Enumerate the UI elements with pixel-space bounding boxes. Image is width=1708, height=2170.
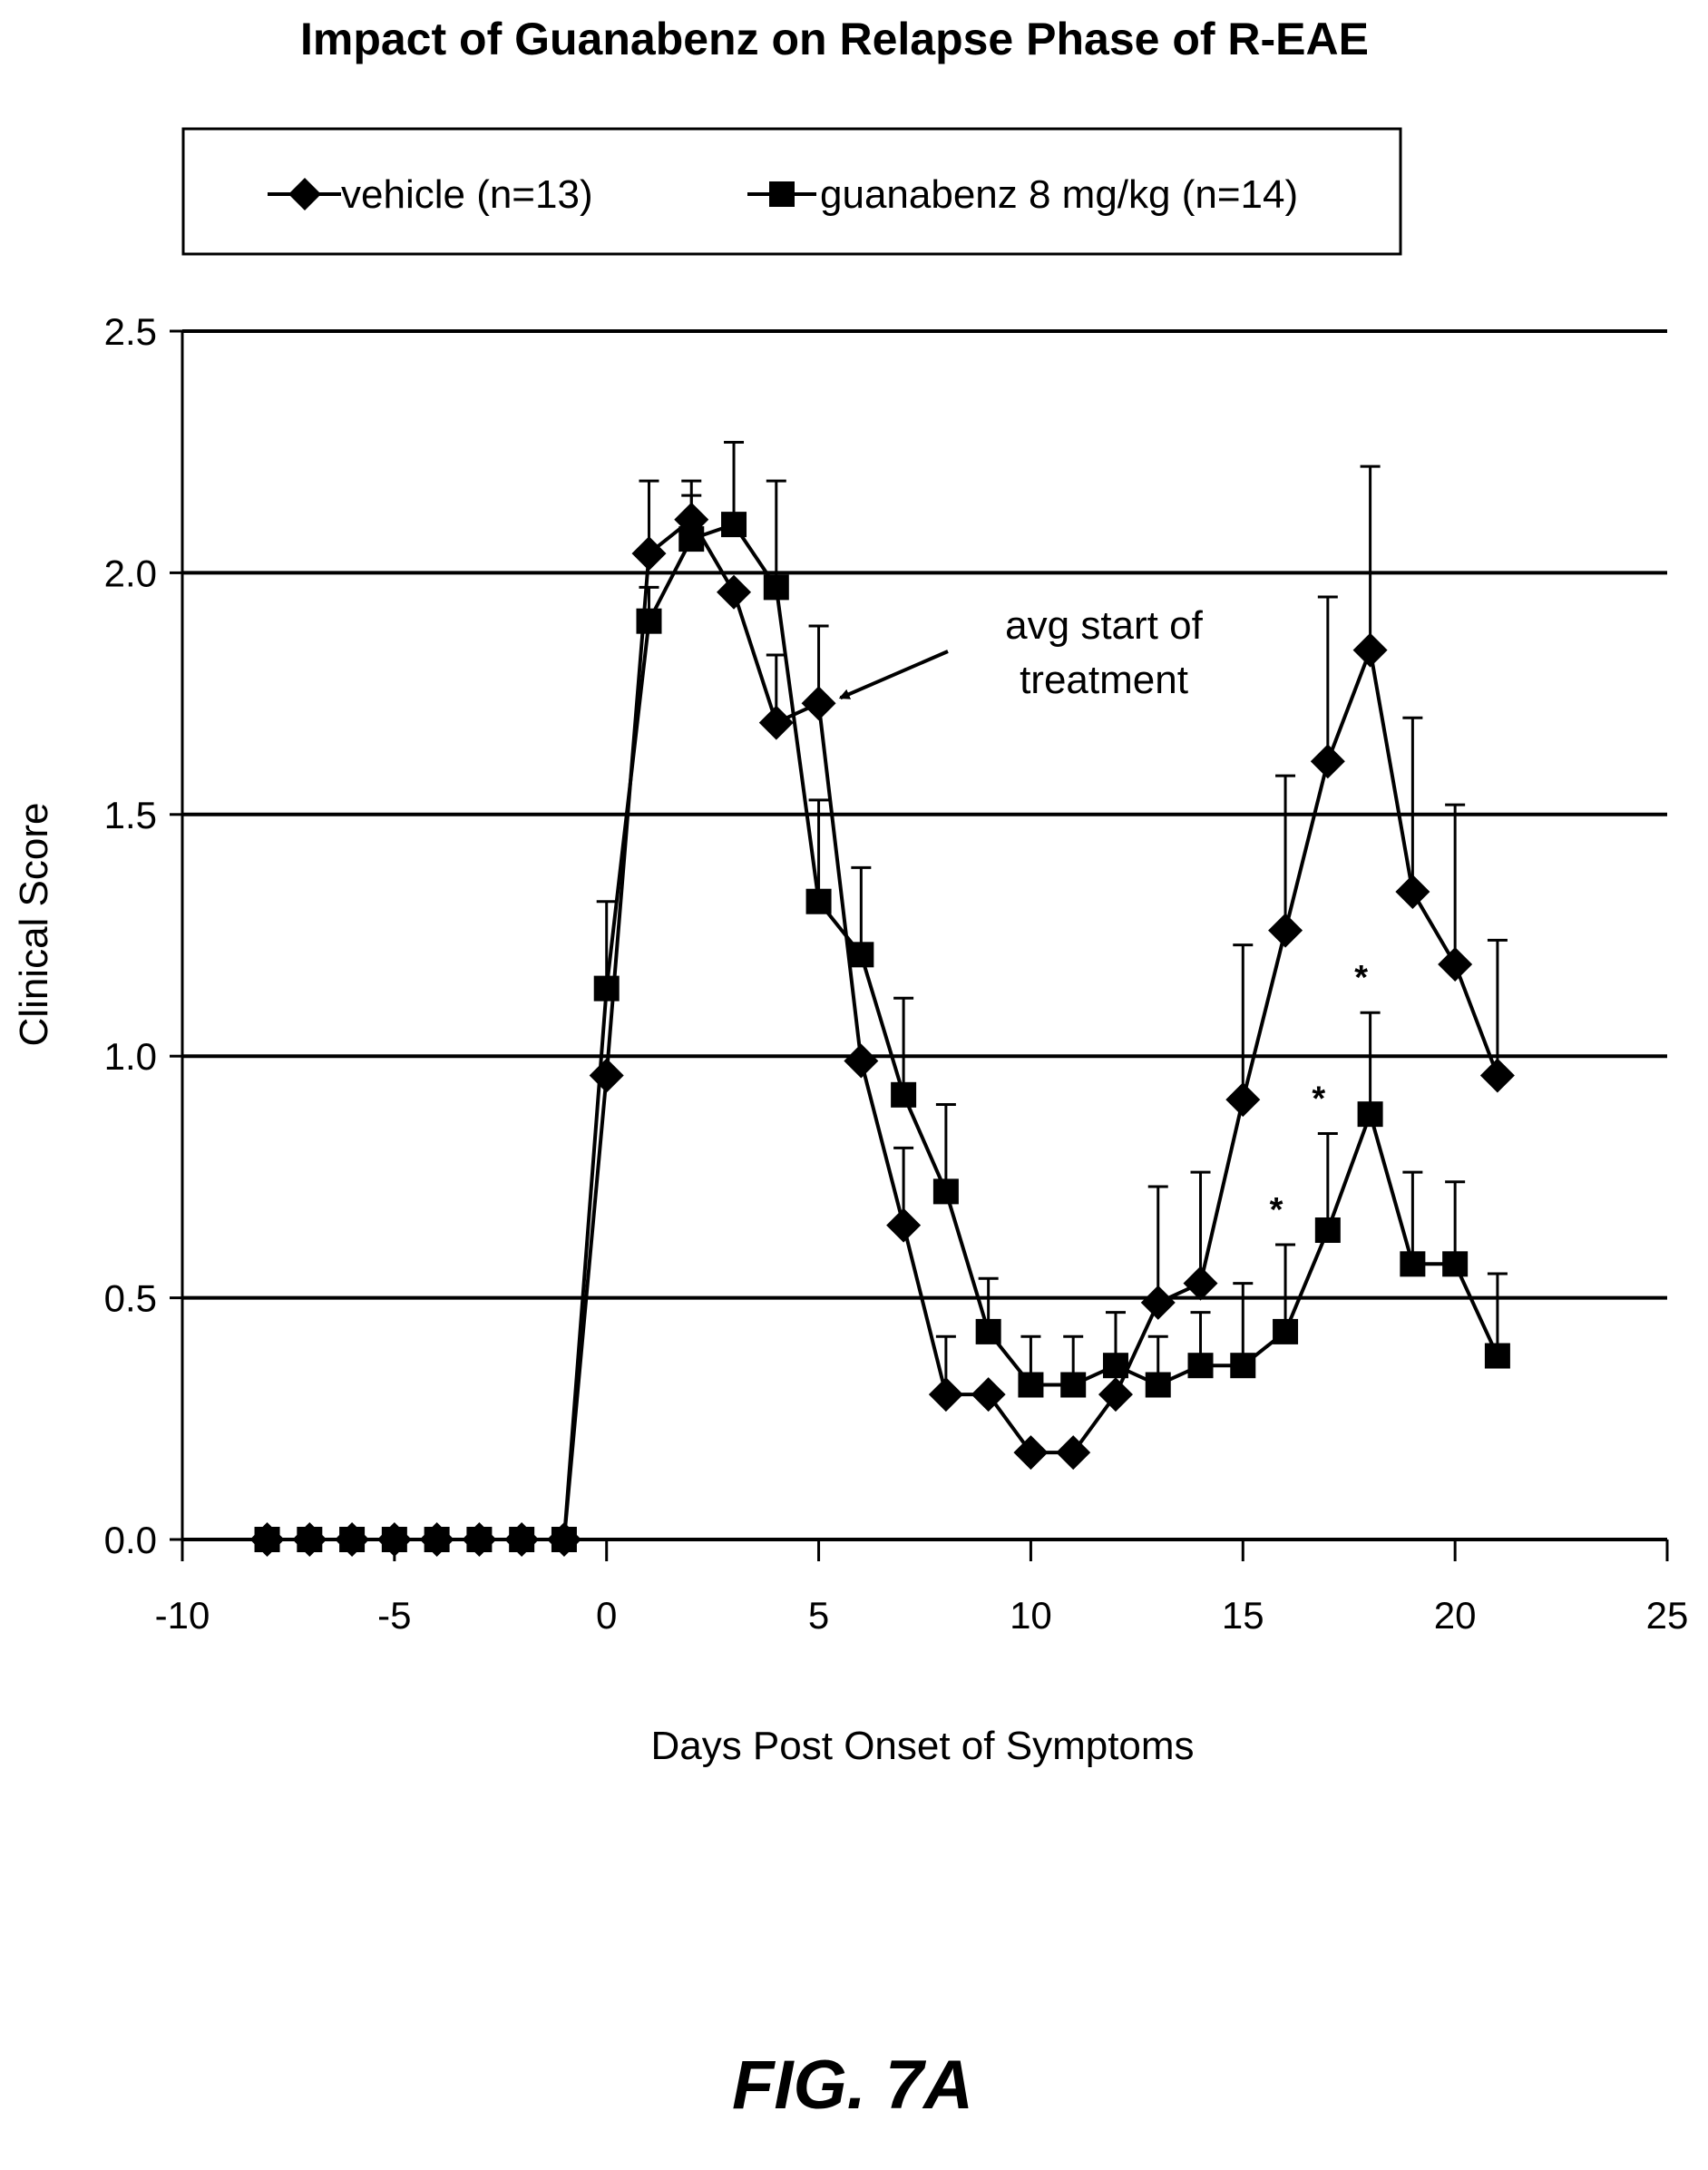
data-point-square: [721, 512, 747, 538]
data-point-diamond: [589, 1058, 624, 1093]
series-line: [267, 523, 1499, 1541]
y-tick-label: 1.0: [104, 1035, 157, 1078]
annotation-text-line: avg start of: [1005, 603, 1203, 648]
annotation-arrow: [838, 650, 949, 700]
data-point-diamond: [801, 686, 836, 721]
data-point-diamond: [928, 1377, 963, 1412]
data-point-diamond: [1268, 913, 1303, 948]
x-tick-label: -5: [377, 1594, 411, 1637]
x-tick-label: 0: [596, 1594, 617, 1637]
x-tick-label: 5: [808, 1594, 829, 1637]
y-axis-label: Clinical Score: [12, 803, 56, 1047]
legend-item-guanabenz: guanabenz 8 mg/kg (n=14): [747, 172, 1298, 217]
series-guanabenz: [254, 441, 1510, 1552]
data-point-diamond: [758, 705, 794, 740]
data-point-square: [1060, 1372, 1087, 1398]
data-point-square: [254, 1527, 280, 1552]
figure-caption: FIG. 7A: [732, 2047, 973, 2124]
data-point-square: [1187, 1353, 1214, 1379]
data-point-square: [891, 1081, 917, 1108]
y-tick-label: 2.5: [104, 310, 157, 353]
data-point-square: [381, 1527, 407, 1552]
data-point-square: [551, 1527, 577, 1552]
data-point-diamond: [1098, 1377, 1133, 1412]
data-point-square: [424, 1527, 450, 1552]
data-point-square: [678, 526, 705, 552]
data-point-square: [1230, 1353, 1256, 1379]
data-point-diamond: [844, 1043, 879, 1079]
data-point-diamond: [631, 536, 667, 572]
data-point-diamond: [1013, 1435, 1049, 1471]
x-tick-label: -10: [155, 1594, 210, 1637]
data-point-diamond: [1225, 1082, 1261, 1118]
data-point-diamond: [1395, 875, 1430, 910]
data-point-square: [339, 1527, 366, 1552]
y-tick-label: 1.5: [104, 794, 157, 836]
x-tick-label: 20: [1434, 1594, 1477, 1637]
gridlines: [182, 329, 1667, 1300]
annotation-text-line: treatment: [1020, 658, 1188, 702]
data-point-diamond: [1479, 1058, 1515, 1093]
legend: vehicle (n=13) guanabenz 8 mg/kg (n=14): [181, 127, 1402, 256]
significance-asterisk: *: [1312, 1080, 1325, 1118]
data-point-square: [1102, 1353, 1128, 1379]
data-point-square: [1442, 1251, 1469, 1277]
data-point-square: [932, 1178, 959, 1205]
data-point-square: [805, 888, 832, 914]
data-point-diamond: [1056, 1435, 1091, 1471]
annotations: avg start of treatment * * *: [838, 603, 1368, 1229]
data-point-square: [297, 1527, 323, 1552]
data-point-diamond: [886, 1207, 922, 1243]
diamond-marker-icon: [288, 178, 321, 210]
data-series: [249, 441, 1515, 1557]
legend-item-vehicle: vehicle (n=13): [268, 172, 593, 217]
y-tick-label: 2.0: [104, 552, 157, 594]
data-point-square: [763, 574, 789, 601]
data-point-square: [593, 975, 620, 1002]
data-point-diamond: [1310, 744, 1345, 779]
legend-label-vehicle: vehicle (n=13): [341, 172, 593, 217]
significance-asterisk: *: [1354, 959, 1368, 997]
data-point-square: [1145, 1372, 1171, 1398]
data-point-square: [848, 942, 874, 968]
x-tick-label: 10: [1010, 1594, 1052, 1637]
x-axis-label: Days Post Onset of Symptoms: [650, 1724, 1194, 1768]
data-point-diamond: [1438, 946, 1473, 982]
legend-label-guanabenz: guanabenz 8 mg/kg (n=14): [820, 172, 1298, 217]
series-vehicle: [249, 464, 1515, 1557]
data-point-diamond: [717, 574, 752, 610]
data-point-square: [509, 1527, 535, 1552]
data-point-diamond: [1183, 1266, 1218, 1301]
legend-box: [181, 127, 1402, 256]
data-point-diamond: [971, 1377, 1006, 1412]
square-marker-icon: [769, 181, 795, 207]
data-point-square: [1484, 1343, 1510, 1369]
data-point-square: [975, 1318, 1001, 1344]
tick-labels: 0.0 0.5 1.0 1.5 2.0 2.5 -10 -5 0 5 10 15 20 25: [104, 310, 1689, 1637]
data-point-square: [1314, 1217, 1341, 1244]
y-tick-label: 0.0: [104, 1519, 157, 1561]
data-point-square: [1018, 1372, 1044, 1398]
x-tick-label: 15: [1222, 1594, 1264, 1637]
x-tick-label: 25: [1646, 1594, 1689, 1637]
data-point-square: [636, 608, 662, 634]
significance-asterisk: *: [1270, 1191, 1283, 1229]
data-point-square: [1357, 1101, 1383, 1128]
data-point-square: [1400, 1251, 1426, 1277]
data-point-diamond: [1140, 1285, 1176, 1320]
y-tick-label: 0.5: [104, 1277, 157, 1320]
data-point-square: [1273, 1318, 1299, 1344]
data-point-square: [466, 1527, 493, 1552]
data-point-diamond: [1352, 632, 1388, 668]
chart-title: Impact of Guanabenz on Relapse Phase of …: [300, 14, 1369, 64]
